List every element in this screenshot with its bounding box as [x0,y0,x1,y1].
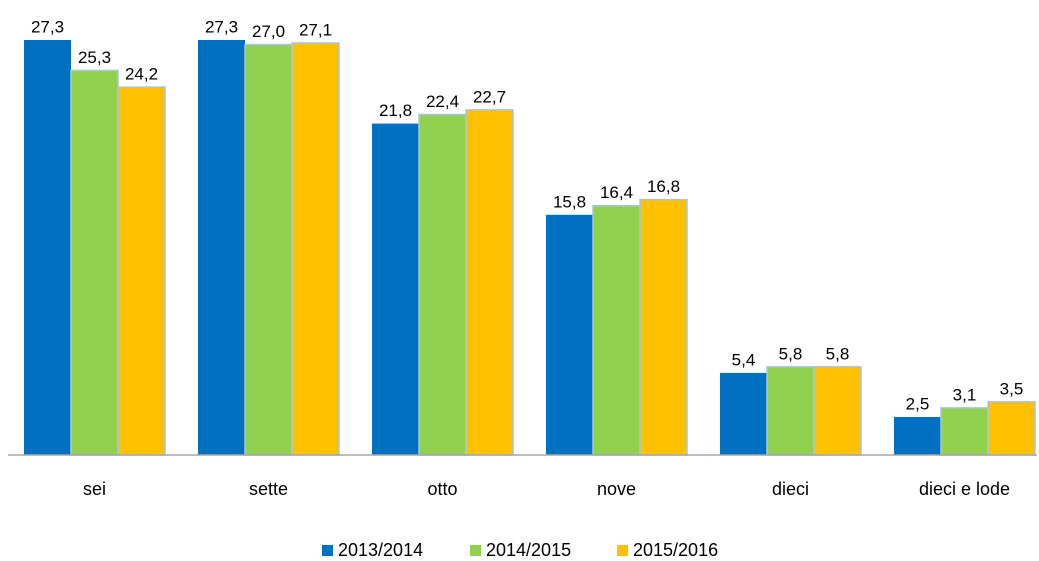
x-tick-label: sei [83,479,106,499]
data-label: 25,3 [78,48,111,67]
data-label: 5,4 [732,350,756,369]
data-label: 5,8 [826,344,850,363]
bar [546,214,593,455]
x-tick-label: dieci e lode [919,479,1010,499]
bar [766,366,815,456]
legend-swatch [470,545,481,556]
data-label: 27,1 [299,21,332,40]
bar [117,86,166,456]
data-label: 2,5 [906,394,930,413]
data-label: 22,4 [426,92,459,111]
legend-swatch [617,545,628,556]
legend-label: 2015/2016 [633,540,718,560]
legend-label: 2013/2014 [338,540,423,560]
bar [592,204,641,456]
data-label: 3,5 [1000,379,1024,398]
bar [418,113,467,456]
x-tick-label: otto [427,479,457,499]
legend-swatch [322,545,333,556]
data-label: 16,8 [647,177,680,196]
bar [813,366,862,456]
bar [198,40,245,455]
data-label: 3,1 [953,385,977,404]
data-label: 22,7 [473,87,506,106]
bar [24,40,71,455]
bar [987,401,1036,456]
x-tick-label: dieci [772,479,809,499]
bar [465,109,514,456]
bar [894,416,941,455]
data-label: 15,8 [553,192,586,211]
x-tick-label: sette [249,479,288,499]
data-label: 27,0 [252,22,285,41]
bar [291,42,340,456]
bar [639,198,688,456]
data-label: 16,4 [600,183,633,202]
bar [70,69,119,456]
bar [720,372,767,455]
data-label: 27,3 [205,17,238,36]
bar [244,43,293,456]
bar [940,407,989,456]
bar [372,123,419,455]
x-tick-label: nove [597,479,636,499]
data-label: 27,3 [31,17,64,36]
data-label: 21,8 [379,101,412,120]
legend-label: 2014/2015 [486,540,571,560]
data-label: 24,2 [125,65,158,84]
data-label: 5,8 [779,344,803,363]
